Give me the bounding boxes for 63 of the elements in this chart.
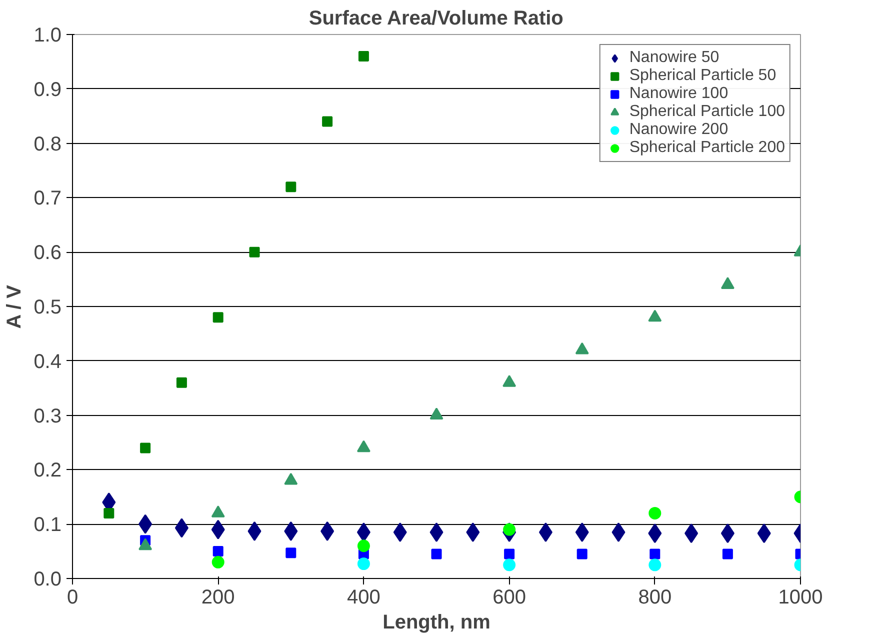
y-tick-label: 0.2 xyxy=(34,460,62,482)
point xyxy=(650,548,660,560)
point xyxy=(503,558,516,572)
point xyxy=(286,182,296,192)
point xyxy=(538,522,552,542)
point xyxy=(174,518,188,538)
x-tick-label: 1000 xyxy=(778,586,823,608)
point xyxy=(612,522,626,542)
point xyxy=(720,524,734,544)
y-axis-title: A / V xyxy=(4,284,26,329)
legend-label: Spherical Particle 50 xyxy=(629,67,776,85)
point xyxy=(286,548,296,558)
y-tick-label: 1.0 xyxy=(34,24,62,46)
point xyxy=(212,556,224,568)
point xyxy=(648,524,662,544)
point xyxy=(430,522,444,542)
legend-label: Spherical Particle 200 xyxy=(629,139,785,157)
point xyxy=(212,312,224,323)
x-tick-label: 0 xyxy=(66,586,78,608)
point xyxy=(212,546,224,557)
legend-label: Spherical Particle 100 xyxy=(629,103,785,121)
y-tick-label: 0.6 xyxy=(34,242,62,264)
point xyxy=(176,377,187,388)
point xyxy=(504,548,515,560)
point xyxy=(648,506,662,520)
point xyxy=(140,442,151,454)
point xyxy=(722,548,733,560)
y-tick-label: 0.3 xyxy=(34,405,62,428)
x-tick-label: 800 xyxy=(638,586,672,608)
point xyxy=(358,51,369,62)
y-tick-label: 0.0 xyxy=(34,568,62,590)
point xyxy=(104,508,114,518)
y-tick-label: 0.7 xyxy=(34,188,62,210)
point xyxy=(249,246,260,258)
y-tick-label: 0.8 xyxy=(34,133,62,156)
point xyxy=(648,558,662,572)
point xyxy=(357,558,370,570)
point xyxy=(284,521,298,541)
point xyxy=(248,521,262,541)
point xyxy=(757,524,771,544)
point xyxy=(211,520,225,540)
point xyxy=(138,514,152,534)
y-tick-label: 0.1 xyxy=(34,514,62,536)
x-axis-title: Length, nm xyxy=(382,612,490,634)
x-tick-label: 200 xyxy=(201,586,235,608)
x-tick-label: 600 xyxy=(492,586,526,608)
y-tick-label: 0.9 xyxy=(34,78,62,101)
point xyxy=(431,548,442,560)
point xyxy=(357,540,370,552)
point xyxy=(466,522,480,542)
legend-label: Nanowire 50 xyxy=(629,49,720,67)
legend-label: Nanowire 200 xyxy=(629,121,728,139)
y-tick-label: 0.4 xyxy=(34,350,62,373)
point xyxy=(575,522,589,542)
point xyxy=(684,524,698,544)
point xyxy=(320,521,334,541)
x-tick-label: 400 xyxy=(347,586,380,608)
point xyxy=(576,548,588,560)
chart-title: Surface Area/Volume Ratio xyxy=(308,8,564,30)
point xyxy=(393,522,407,542)
legend-label: Nanowire 100 xyxy=(629,85,728,103)
point xyxy=(322,116,333,127)
y-tick-label: 0.5 xyxy=(34,296,62,318)
